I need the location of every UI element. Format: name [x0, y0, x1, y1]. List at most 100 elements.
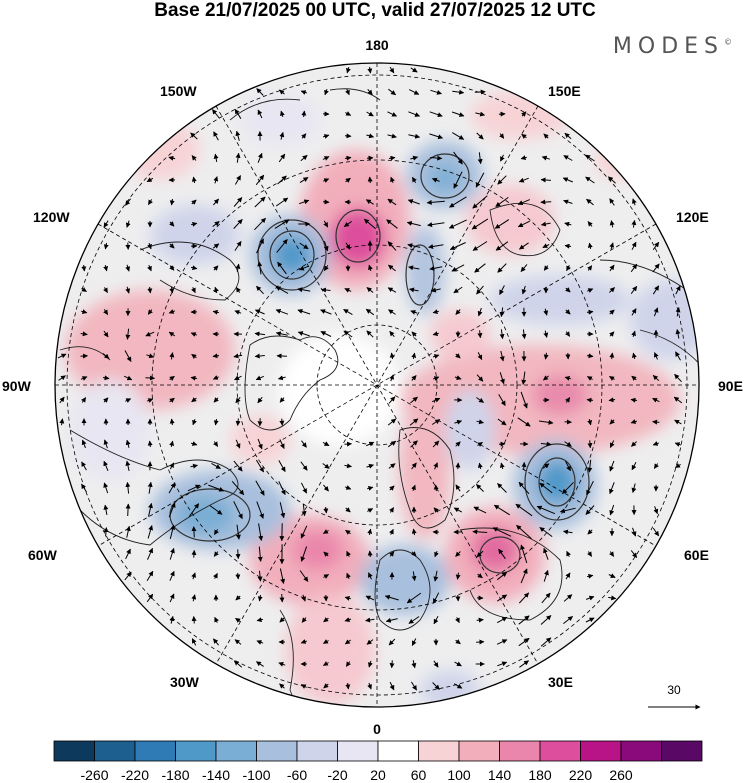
wind-vector	[257, 438, 263, 450]
wind-vector	[235, 130, 241, 141]
wind-vector	[477, 352, 483, 361]
wind-vector	[497, 418, 507, 426]
wind-vector	[345, 507, 351, 513]
wind-vector	[235, 152, 241, 163]
wind-vector	[631, 352, 637, 360]
wind-vector	[254, 309, 265, 315]
wind-vector	[499, 462, 505, 470]
wind-vector	[431, 419, 441, 425]
wind-vector	[586, 353, 594, 359]
wind-vector	[323, 574, 330, 579]
wind-vector	[256, 640, 264, 645]
wind-vector	[214, 616, 219, 623]
wind-vector	[476, 484, 484, 492]
wind-vector	[563, 616, 573, 624]
wind-vector	[147, 242, 152, 250]
colorbar-swatch	[175, 740, 217, 762]
wind-vector	[520, 391, 528, 409]
colorbar-swatch	[499, 740, 541, 762]
wind-vector	[455, 484, 461, 492]
wind-vector	[255, 480, 265, 496]
wind-vectors	[57, 66, 683, 691]
anomaly-region	[532, 375, 588, 415]
wind-vector	[430, 287, 441, 293]
wind-vector	[631, 308, 637, 316]
wind-vector	[521, 133, 527, 139]
anomaly-region	[120, 120, 200, 180]
wind-vector	[539, 526, 553, 538]
wind-vector	[517, 417, 531, 427]
wind-vector	[190, 132, 198, 140]
wind-vector	[323, 551, 329, 557]
wind-vector	[519, 660, 530, 668]
wind-vector	[213, 638, 219, 646]
wind-vector	[586, 198, 594, 206]
colorbar-tick-label: 20	[370, 767, 386, 783]
wind-vector	[434, 551, 439, 558]
wind-vector	[408, 133, 421, 139]
wind-vector	[609, 352, 615, 360]
anomaly-region	[70, 380, 150, 480]
coastline-atlantic	[279, 609, 341, 707]
wind-vector	[235, 595, 241, 601]
wind-vector	[169, 397, 175, 403]
wind-vector	[675, 307, 681, 317]
wind-vector	[476, 285, 484, 295]
wind-vector	[297, 331, 310, 337]
colorbar-swatch	[458, 740, 500, 762]
meridian-line	[97, 223, 657, 547]
wind-vector	[609, 309, 615, 315]
wind-vector	[212, 353, 220, 359]
wind-vector	[125, 439, 131, 448]
wind-vector	[389, 551, 395, 557]
wind-vector	[608, 573, 616, 578]
wind-vector	[609, 440, 615, 448]
wind-vector	[520, 264, 528, 272]
wind-vector	[147, 286, 153, 294]
wind-vector	[453, 683, 463, 689]
wind-vector	[608, 595, 617, 601]
wind-vector	[518, 481, 530, 495]
wind-vector	[278, 481, 286, 496]
wind-vector	[279, 617, 285, 623]
wind-vector	[59, 396, 65, 404]
wind-vector	[497, 661, 508, 667]
wind-vector	[566, 550, 571, 557]
wind-vector	[367, 550, 373, 558]
wind-vector	[256, 501, 264, 519]
wind-vector	[451, 111, 465, 117]
wind-vector	[608, 397, 616, 403]
wind-vector	[474, 89, 486, 95]
wind-vector	[432, 592, 440, 604]
wind-vector	[609, 287, 615, 293]
wind-vector	[279, 89, 285, 95]
wind-vector	[410, 681, 418, 691]
wind-vector	[125, 525, 131, 538]
wind-vector	[103, 220, 109, 228]
wind-vector	[631, 219, 637, 228]
wind-vector	[586, 397, 594, 403]
wind-vector	[169, 440, 175, 448]
wind-vector	[585, 617, 595, 623]
wind-vector	[125, 548, 131, 560]
wind-vector	[368, 572, 373, 580]
wind-vector	[365, 617, 375, 623]
wind-vector	[346, 550, 351, 557]
wind-vector	[521, 371, 527, 385]
wind-vector	[213, 572, 218, 579]
wind-vector	[191, 616, 197, 624]
wind-vector	[631, 461, 637, 471]
wind-vector	[275, 197, 289, 207]
wind-vector	[146, 177, 154, 183]
wind-vector	[406, 221, 421, 227]
wind-vector	[609, 460, 615, 472]
wind-vector	[499, 307, 505, 318]
wind-vector	[499, 329, 505, 340]
wind-vector	[427, 222, 445, 228]
wind-vector	[191, 287, 196, 294]
wind-vector	[279, 439, 285, 449]
wind-vector	[455, 639, 461, 645]
wind-vector	[387, 440, 397, 448]
label-150e: 150E	[548, 83, 581, 99]
wind-vector	[257, 396, 263, 404]
